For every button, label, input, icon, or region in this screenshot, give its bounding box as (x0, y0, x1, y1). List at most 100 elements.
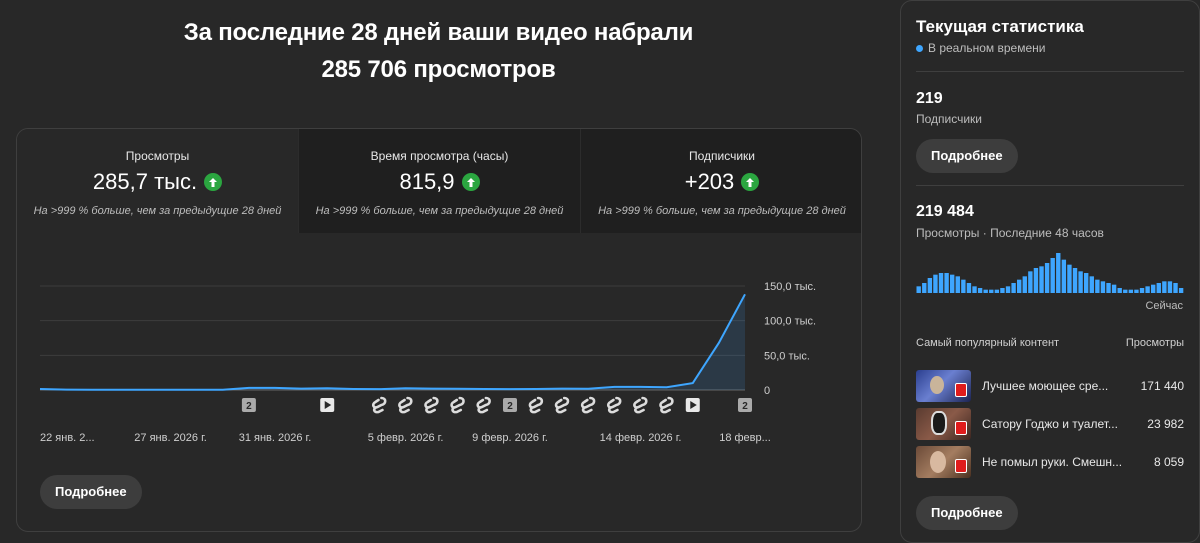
tab-value: +203 (581, 169, 861, 195)
hourly-bar (1039, 266, 1044, 293)
shorts-upload-icon (659, 396, 674, 414)
shorts-upload-icon (424, 396, 439, 414)
video-title: Лучшее моющее сре... (982, 379, 1109, 393)
chart-more-button[interactable]: Подробнее (40, 475, 142, 509)
data-point (718, 342, 720, 344)
top-content-item[interactable]: Сатору Годжо и туалет... 23 982 (916, 407, 1184, 441)
top-content-views-header: Просмотры (1125, 337, 1184, 349)
realtime-views-count: 219 484 (916, 203, 974, 220)
thumbnail-figure (930, 451, 946, 473)
hourly-bar (955, 276, 960, 293)
data-point (457, 388, 459, 390)
hourly-bar (994, 289, 1000, 293)
realtime-panel: Текущая статистика В реальном времени 21… (900, 0, 1200, 543)
video-views: 171 440 (1140, 379, 1184, 393)
shorts-upload-icon (528, 396, 544, 414)
data-point (483, 388, 485, 390)
shorts-upload-icon (398, 396, 413, 414)
data-point (587, 388, 589, 390)
tab-views[interactable]: Просмотры 285,7 тыс. На >999 % больше, ч… (17, 129, 299, 233)
tab-value: 285,7 тыс. (17, 169, 298, 195)
hourly-bar (1095, 279, 1100, 293)
data-point (431, 388, 433, 390)
hourly-bar (1017, 279, 1022, 293)
arrow-up-icon (204, 173, 223, 191)
data-point (666, 386, 668, 388)
hourly-bar (1050, 258, 1055, 293)
hourly-bar (938, 273, 944, 293)
subscribers-more-button[interactable]: Подробнее (916, 139, 1018, 173)
analytics-card: Просмотры 285,7 тыс. На >999 % больше, ч… (16, 128, 862, 532)
thumbnail-figure (930, 376, 944, 394)
views-chart[interactable]: 150,0 тыс. 100,0 тыс. 50,0 тыс. 0 2 2 2 22 янв.… (17, 233, 861, 473)
data-point (170, 389, 172, 391)
tab-value-text: +203 (684, 169, 735, 194)
hourly-bar (1134, 289, 1139, 293)
data-point (65, 389, 67, 391)
hourly-bar (1123, 289, 1128, 293)
data-point (196, 389, 198, 391)
y-tick-label: 150,0 тыс. (764, 281, 816, 293)
tab-note: На >999 % больше, чем за предыдущие 28 д… (598, 205, 846, 217)
data-point (352, 388, 354, 390)
y-tick-label: 50,0 тыс. (764, 350, 810, 362)
hourly-bar (1173, 283, 1178, 293)
top-content-item[interactable]: Не помыл руки. Смешн... 8 059 (916, 445, 1184, 479)
data-point (274, 387, 276, 389)
video-upload-icon (685, 398, 700, 412)
hourly-bar (922, 283, 927, 293)
data-point (248, 387, 250, 389)
hourly-bar (1139, 288, 1145, 293)
data-point (405, 387, 407, 389)
x-tick-label: 18 февр... (719, 432, 771, 444)
tab-label: Просмотры (125, 149, 190, 163)
hourly-bar (1117, 288, 1122, 293)
video-views: 23 982 (1147, 417, 1184, 431)
data-point (326, 387, 328, 389)
tab-label: Подписчики (688, 149, 755, 163)
data-point (535, 388, 537, 390)
realtime-views-label: Просмотры · Последние 48 часов (916, 226, 1104, 240)
x-tick-label: 14 февр. 2026 г. (600, 432, 682, 444)
views-chart-svg: 150,0 тыс. 100,0 тыс. 50,0 тыс. 0 2 2 2 22 янв.… (39, 281, 816, 444)
hourly-bar (1022, 276, 1027, 293)
top-content-header: Самый популярный контент Просмотры (916, 337, 1184, 349)
top-content-item[interactable]: Лучшее моющее сре... 171 440 (916, 369, 1184, 403)
realtime-status-label: В реальном времени (928, 41, 1046, 55)
top-content-more-button[interactable]: Подробнее (916, 496, 1018, 530)
hourly-bar (1005, 286, 1011, 293)
hourly-bar (1067, 264, 1072, 293)
hourly-bar (1128, 289, 1134, 293)
hourly-bar (966, 283, 972, 293)
tab-value-text: 815,9 (399, 169, 455, 194)
hourly-bar (1106, 283, 1111, 293)
data-point (692, 382, 694, 384)
tab-value-text: 285,7 тыс. (92, 169, 198, 194)
views-area (40, 294, 745, 390)
hourly-bar (933, 274, 938, 293)
page-headline: За последние 28 дней ваши видео набрали … (16, 14, 861, 88)
tab-watch-time[interactable]: Время просмотра (часы) 815,9 На >999 % б… (299, 129, 581, 233)
subscribers-count: 219 (916, 90, 943, 107)
hourly-bar (983, 289, 988, 293)
realtime-views-bars[interactable] (916, 251, 1184, 293)
hourly-bar (977, 288, 983, 293)
top-content-title: Самый популярный контент (916, 337, 1060, 349)
divider (916, 185, 1184, 186)
subscribers-label: Подписчики (916, 112, 983, 126)
tab-subscribers[interactable]: Подписчики +203 На >999 % больше, чем за… (581, 129, 861, 233)
data-point (222, 389, 224, 391)
hourly-bar (1151, 284, 1156, 293)
hourly-bar (1156, 283, 1161, 293)
hourly-bar (1044, 263, 1050, 293)
hourly-bar (1178, 288, 1184, 293)
tab-note: На >999 % больше, чем за предыдущие 28 д… (33, 205, 282, 217)
upload-count: 2 (246, 401, 252, 412)
hourly-bar (1011, 283, 1016, 293)
hourly-bar (1089, 276, 1094, 293)
now-label: Сейчас (1145, 300, 1183, 312)
hourly-bar (972, 286, 977, 293)
hourly-bar (1100, 281, 1106, 293)
shorts-upload-icon (450, 396, 465, 414)
data-point (91, 389, 93, 391)
